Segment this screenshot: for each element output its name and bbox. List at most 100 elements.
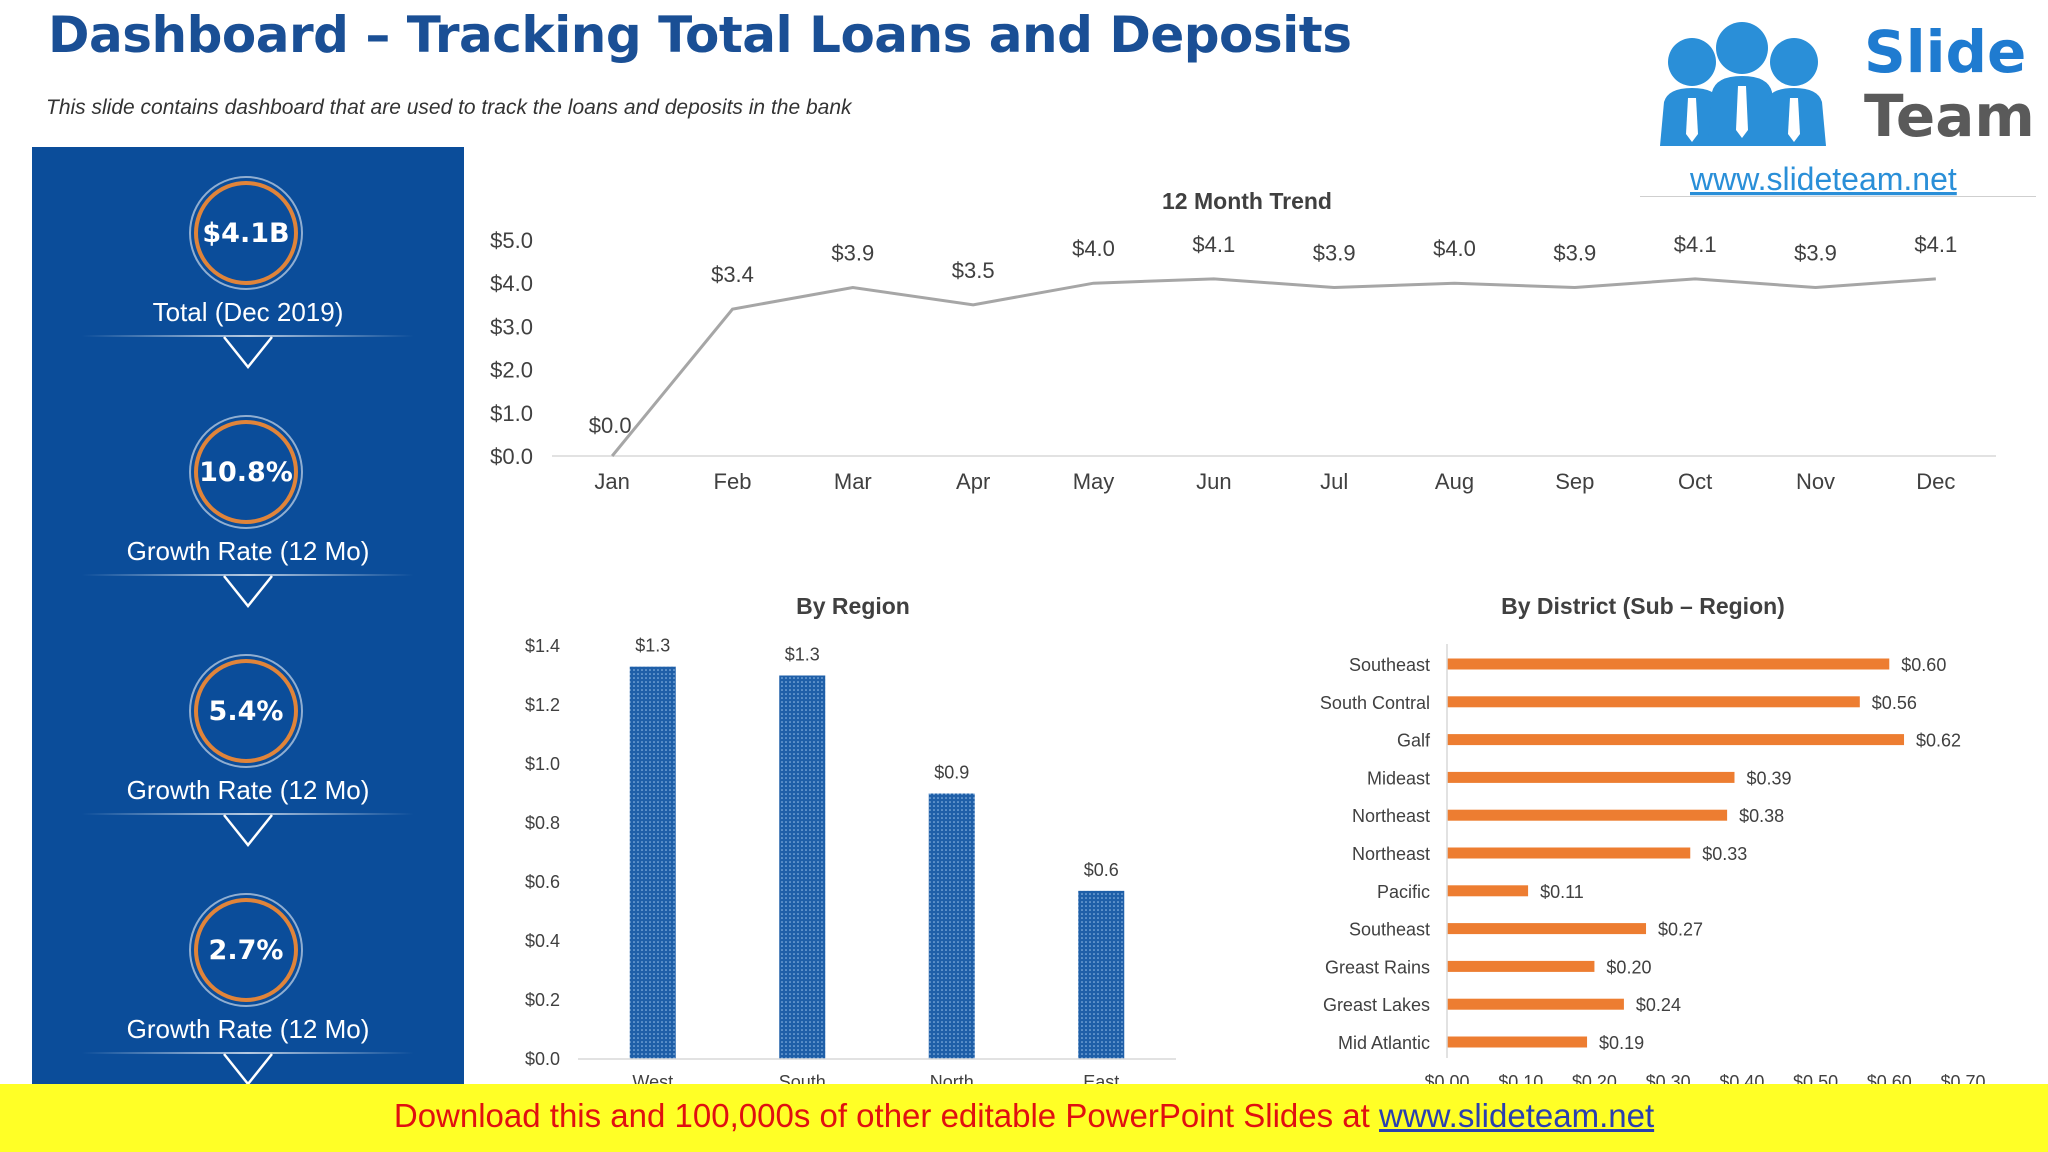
y-tick-label: $1.0: [490, 401, 533, 426]
logo-url[interactable]: www.slideteam.net: [1689, 161, 1957, 197]
slideteam-logo[interactable]: Slide Team www.slideteam.net: [1640, 6, 2040, 206]
kpi-card-growth-1: 10.8% Growth Rate (12 Mo): [32, 400, 464, 620]
y-category-label: South Contral: [1320, 693, 1430, 713]
data-label: $0.33: [1702, 844, 1747, 864]
y-tick-label: $4.0: [490, 271, 533, 296]
data-label: $0.39: [1746, 768, 1791, 788]
kpi-value: 2.7%: [208, 934, 284, 966]
bar: [1447, 1036, 1588, 1048]
kpi-sidebar: $4.1B Total (Dec 2019) 10.8% Growth Rate…: [32, 147, 464, 1090]
x-tick-label: May: [1073, 469, 1115, 494]
data-label: $1.3: [785, 645, 820, 665]
y-tick-label: $0.0: [490, 444, 533, 469]
y-category-label: Southeast: [1349, 655, 1430, 675]
x-tick-label: Mar: [834, 469, 872, 494]
kpi-label: Growth Rate (12 Mo): [126, 1014, 370, 1044]
data-label: $0.6: [1084, 860, 1119, 880]
kpi-ring: 10.8%: [194, 420, 298, 524]
data-label: $4.1: [1674, 232, 1717, 257]
bar: [1447, 809, 1728, 821]
bar: [1447, 696, 1860, 708]
y-category-label: Greast Lakes: [1323, 995, 1430, 1015]
data-label: $3.9: [831, 241, 874, 266]
bar: [1447, 658, 1890, 670]
y-tick-label: $1.0: [525, 754, 560, 774]
data-label: $4.0: [1072, 236, 1115, 261]
y-category-label: Pacific: [1377, 882, 1430, 902]
kpi-divider: [82, 1052, 414, 1054]
banner-text: Download this and 100,000s of other edit…: [393, 1097, 1379, 1134]
kpi-value: 10.8%: [199, 456, 293, 488]
x-tick-label: Apr: [956, 469, 990, 494]
y-category-label: Mid Atlantic: [1338, 1033, 1430, 1053]
y-tick-label: $1.2: [525, 695, 560, 715]
page-subtitle: This slide contains dashboard that are u…: [46, 96, 852, 119]
people-icon: [1660, 22, 1826, 146]
x-tick-label: Sep: [1555, 469, 1594, 494]
bar: [629, 666, 676, 1059]
data-label: $0.20: [1606, 957, 1651, 977]
kpi-ring: $4.1B: [194, 181, 298, 285]
y-tick-label: $0.6: [525, 872, 560, 892]
logo-word-slide: Slide: [1864, 18, 2026, 86]
kpi-divider: [82, 813, 414, 815]
bar: [1447, 998, 1624, 1010]
bar: [1078, 890, 1125, 1059]
x-tick-label: Jul: [1320, 469, 1348, 494]
x-tick-label: Jan: [594, 469, 629, 494]
kpi-card-growth-2: 5.4% Growth Rate (12 Mo): [32, 639, 464, 859]
kpi-divider: [82, 574, 414, 576]
data-label: $3.9: [1313, 241, 1356, 266]
bar: [1447, 885, 1529, 897]
data-label: $0.9: [934, 763, 969, 783]
bar: [1447, 960, 1595, 972]
chart-title: By District (Sub – Region): [1501, 593, 1785, 619]
y-tick-label: $0.2: [525, 990, 560, 1010]
kpi-ring: 5.4%: [194, 659, 298, 763]
data-label: $4.1: [1192, 232, 1235, 257]
page-title: Dashboard – Tracking Total Loans and Dep…: [48, 6, 1352, 64]
kpi-value: 5.4%: [208, 695, 284, 727]
bar: [779, 675, 826, 1059]
kpi-label: Total (Dec 2019): [152, 297, 344, 327]
y-tick-label: $5.0: [490, 228, 533, 253]
data-label: $0.60: [1901, 655, 1946, 675]
y-category-label: Northeast: [1352, 844, 1430, 864]
kpi-card-growth-3: 2.7% Growth Rate (12 Mo): [32, 878, 464, 1098]
logo-divider: [1640, 196, 2036, 197]
kpi-value: $4.1B: [202, 217, 290, 249]
data-label: $0.38: [1739, 806, 1784, 826]
kpi-card-total: $4.1B Total (Dec 2019): [32, 161, 464, 381]
data-label: $0.62: [1916, 731, 1961, 751]
district-bar-chart: By District (Sub – Region) Southeast $0.6…: [1320, 593, 1986, 1092]
bar: [1447, 734, 1905, 746]
y-tick-label: $0.4: [525, 931, 560, 951]
kpi-ring: 2.7%: [194, 898, 298, 1002]
x-tick-label: Nov: [1796, 469, 1835, 494]
data-label: $0.19: [1599, 1033, 1644, 1053]
data-label: $3.9: [1553, 241, 1596, 266]
bar: [1447, 847, 1691, 859]
data-label: $0.11: [1540, 882, 1584, 902]
y-tick-label: $2.0: [490, 358, 533, 383]
y-tick-label: $3.0: [490, 314, 533, 339]
download-banner[interactable]: Download this and 100,000s of other edit…: [0, 1084, 2048, 1152]
y-tick-label: $0.0: [525, 1049, 560, 1069]
x-tick-label: Dec: [1916, 469, 1955, 494]
series-line: [611, 277, 1936, 457]
y-tick-label: $0.8: [525, 813, 560, 833]
kpi-label: Growth Rate (12 Mo): [126, 775, 370, 805]
chart-title: By Region: [796, 593, 910, 619]
region-bar-chart: By Region $0.0 $0.2 $0.4 $0.6 $0.8 $1.0 $1.2 $1…: [525, 593, 1176, 1092]
data-label: $4.1: [1914, 232, 1957, 257]
x-tick-label: Jun: [1196, 469, 1231, 494]
trend-line-chart: 12 Month Trend $0.0 $1.0 $2.0 $3.0 $4.0 $5.0 J…: [490, 188, 1996, 494]
bar: [1447, 771, 1735, 783]
bar: [928, 793, 975, 1059]
y-category-label: Greast Rains: [1325, 957, 1430, 977]
chevron-down-icon: [223, 336, 273, 370]
banner-url[interactable]: www.slideteam.net: [1379, 1097, 1655, 1134]
data-label: $0.27: [1658, 920, 1703, 940]
data-label: $0.0: [589, 413, 632, 438]
